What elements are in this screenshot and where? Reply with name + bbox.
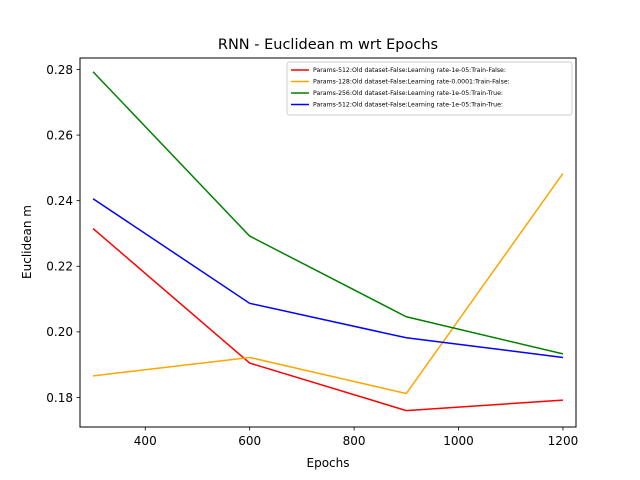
legend-entry-2: Params-128:Old dataset-False:Learning ra… [313,79,510,86]
series-lines [92,71,564,412]
y-tick-label: 0.22 [46,260,73,274]
legend-frame [286,61,573,116]
y-tick-label: 0.24 [46,194,73,208]
y-tick-label: 0.28 [46,63,73,77]
series-line-4 [92,198,564,359]
y-axis-ticks: 0.18 0.20 0.22 0.24 0.26 0.28 [46,63,80,405]
legend: Params-512:Old dataset-False:Learning ra… [286,61,573,116]
y-tick-label: 0.20 [46,325,73,339]
x-tick-label: 1200 [548,434,579,448]
y-axis-label: Euclidean m [20,205,34,279]
legend-entry-3: Params-256:Old dataset-False:Learning ra… [313,90,503,97]
x-axis-ticks: 400 600 800 1000 1200 [134,427,578,448]
series-line-1 [92,227,564,412]
y-tick-label: 0.18 [46,391,73,405]
y-tick-label: 0.26 [46,128,73,142]
x-axis-label: Epochs [307,456,350,470]
x-tick-label: 600 [238,434,261,448]
series-line-3 [92,71,564,355]
x-tick-label: 1000 [443,434,474,448]
chart-title: RNN - Euclidean m wrt Epochs [218,37,438,53]
series-line-2 [92,173,564,395]
plot-area-frame [79,57,577,428]
legend-entry-1: Params-512:Old dataset-False:Learning ra… [313,67,506,74]
x-tick-label: 800 [343,434,366,448]
legend-entry-4: Params-512:Old dataset-False:Learning ra… [313,102,503,109]
x-tick-label: 400 [134,434,157,448]
